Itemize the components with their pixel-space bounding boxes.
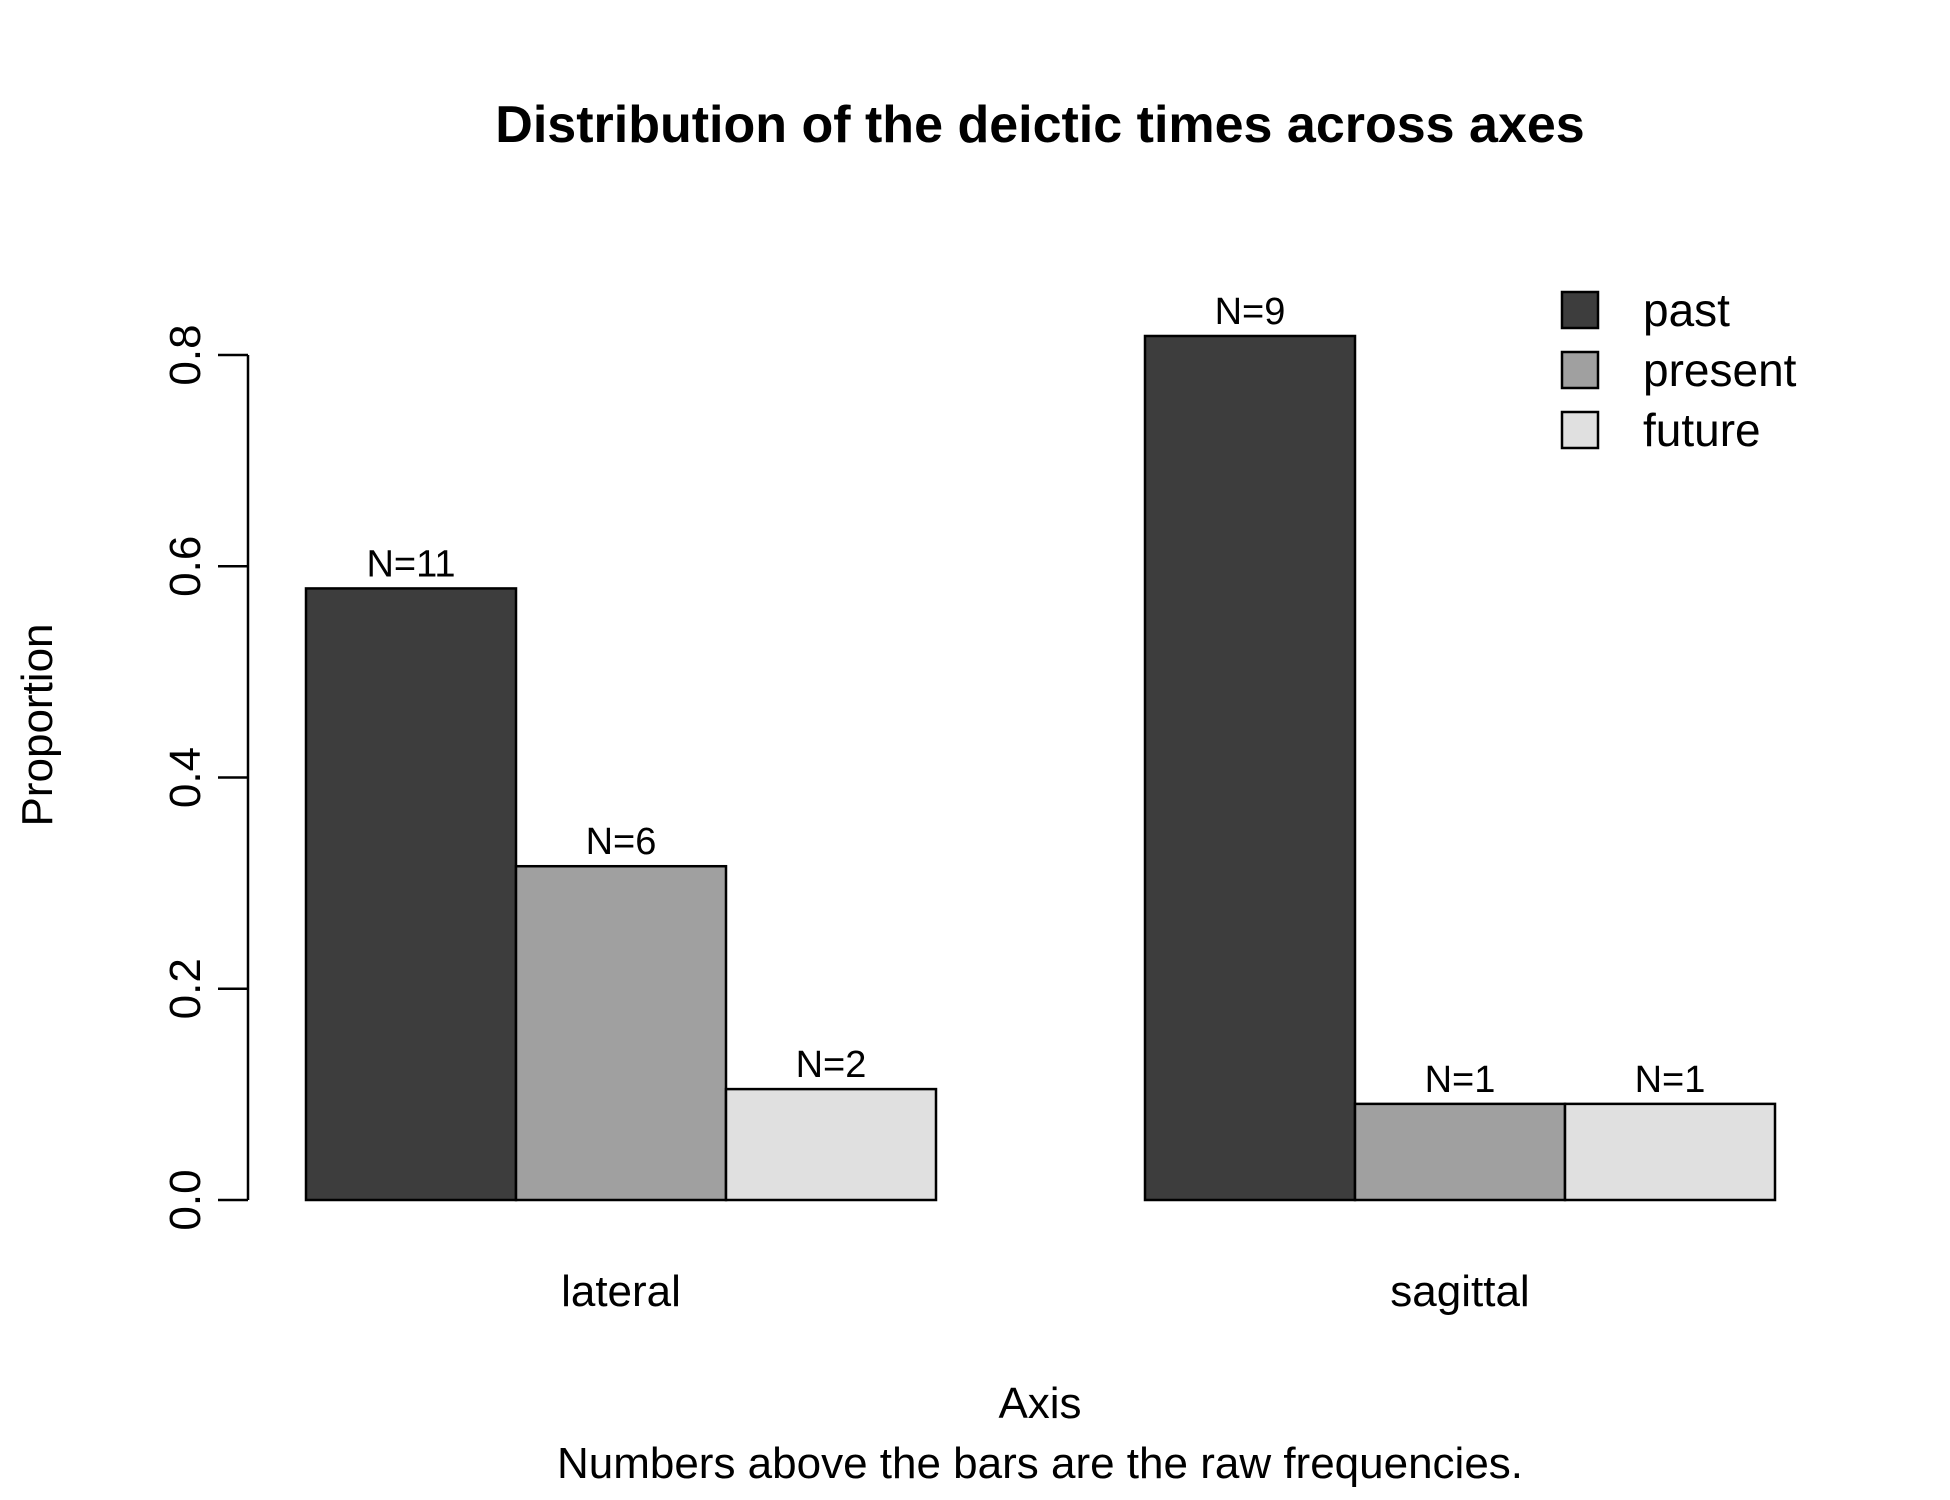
bar-label-lateral-present: N=6: [586, 821, 657, 863]
legend-swatch-past: [1560, 290, 1600, 330]
legend-label-future: future: [1643, 404, 1761, 456]
category-label-sagittal: sagittal: [1390, 1267, 1529, 1316]
y-tick-label: 0.8: [161, 324, 210, 385]
legend-swatch-present: [1560, 350, 1600, 390]
bar-lateral-future: [724, 1087, 938, 1202]
bar-sagittal-present: [1353, 1102, 1567, 1202]
chart-title: Distribution of the deictic times across…: [495, 96, 1584, 154]
y-axis-title: Proportion: [13, 623, 62, 826]
legend-label-past: past: [1643, 284, 1730, 336]
bar-sagittal-past: [1143, 334, 1357, 1202]
legend: past present future: [1560, 284, 1797, 456]
bar-sagittal-future: [1563, 1102, 1777, 1202]
bar-label-lateral-past: N=11: [366, 543, 455, 585]
x-axis-title: Axis: [998, 1379, 1081, 1428]
y-axis: 0.0 0.2 0.4 0.6 0.8: [161, 324, 250, 1231]
bar-labels: N=11 N=6 N=2 N=9 N=1 N=1: [366, 291, 1705, 1101]
y-tick-label: 0.6: [161, 536, 210, 597]
category-labels: lateral sagittal: [561, 1267, 1530, 1316]
category-label-lateral: lateral: [561, 1267, 681, 1316]
bar-lateral-present: [514, 864, 728, 1202]
bar-label-lateral-future: N=2: [796, 1044, 867, 1086]
legend-swatch-future: [1560, 410, 1600, 450]
bar-label-sagittal-past: N=9: [1215, 291, 1286, 333]
y-tick-label: 0.4: [161, 747, 210, 808]
bar-label-sagittal-future: N=1: [1635, 1059, 1706, 1101]
chart-caption: Numbers above the bars are the raw frequ…: [557, 1439, 1523, 1488]
bars: [304, 334, 1777, 1202]
y-tick-label: 0.2: [161, 958, 210, 1019]
bar-label-sagittal-present: N=1: [1425, 1059, 1496, 1101]
bar-lateral-past: [304, 587, 518, 1202]
legend-label-present: present: [1643, 344, 1797, 396]
y-tick-label: 0.0: [161, 1169, 210, 1230]
